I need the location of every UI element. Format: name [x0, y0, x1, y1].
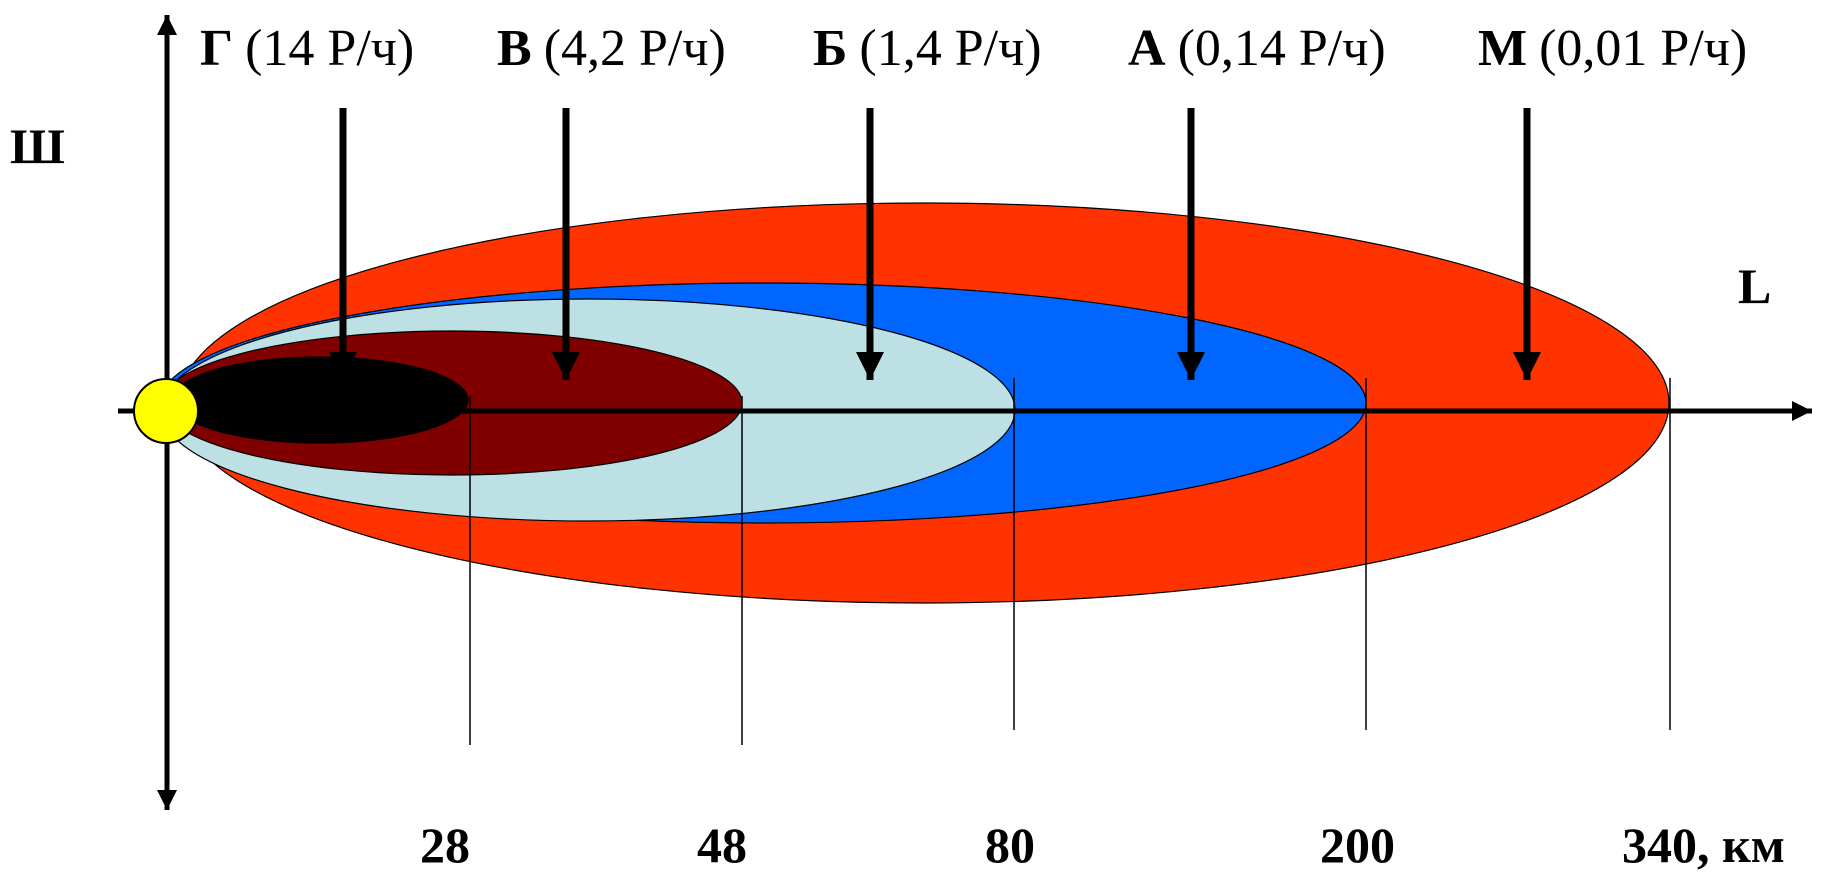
distance-label-48: 48 — [697, 817, 747, 873]
zone-letter-g: Г — [200, 20, 233, 77]
distance-label-200: 200 — [1320, 817, 1395, 873]
zone-label-v: В (4,2 Р/ч) — [497, 20, 726, 77]
zone-rate-g: (14 Р/ч) — [245, 20, 414, 77]
boundary-lines — [469, 378, 1671, 745]
zone-letter-m: М — [1478, 20, 1527, 77]
source-point — [133, 378, 199, 444]
zone-arrows — [329, 108, 1541, 380]
distance-label-340: 340, км — [1622, 817, 1785, 873]
zone-label-b: Б (1,4 Р/ч) — [813, 20, 1042, 77]
zone-g-ellipse — [171, 356, 469, 444]
distance-label-80: 80 — [985, 817, 1035, 873]
zone-rate-b: (1,4 Р/ч) — [859, 20, 1041, 77]
zone-label-g: Г (14 Р/ч) — [200, 20, 414, 77]
zone-label-m: М (0,01 Р/ч) — [1478, 20, 1747, 77]
zone-rate-m: (0,01 Р/ч) — [1539, 20, 1747, 77]
y-axis-label: Ш — [10, 118, 65, 174]
zone-rate-a: (0,14 Р/ч) — [1178, 20, 1386, 77]
zone-letter-b: Б — [813, 20, 847, 77]
distance-labels: 28 48 80 200 340, км — [420, 817, 1785, 873]
zone-labels: Г (14 Р/ч) В (4,2 Р/ч) Б (1,4 Р/ч) А (0,14 Р… — [200, 20, 1747, 77]
zone-rate-v: (4,2 Р/ч) — [544, 20, 726, 77]
zone-letter-v: В — [497, 20, 532, 77]
x-axis-label: L — [1738, 258, 1771, 314]
zone-letter-a: А — [1128, 20, 1166, 77]
zone-label-a: А (0,14 Р/ч) — [1128, 20, 1386, 77]
distance-label-28: 28 — [420, 817, 470, 873]
